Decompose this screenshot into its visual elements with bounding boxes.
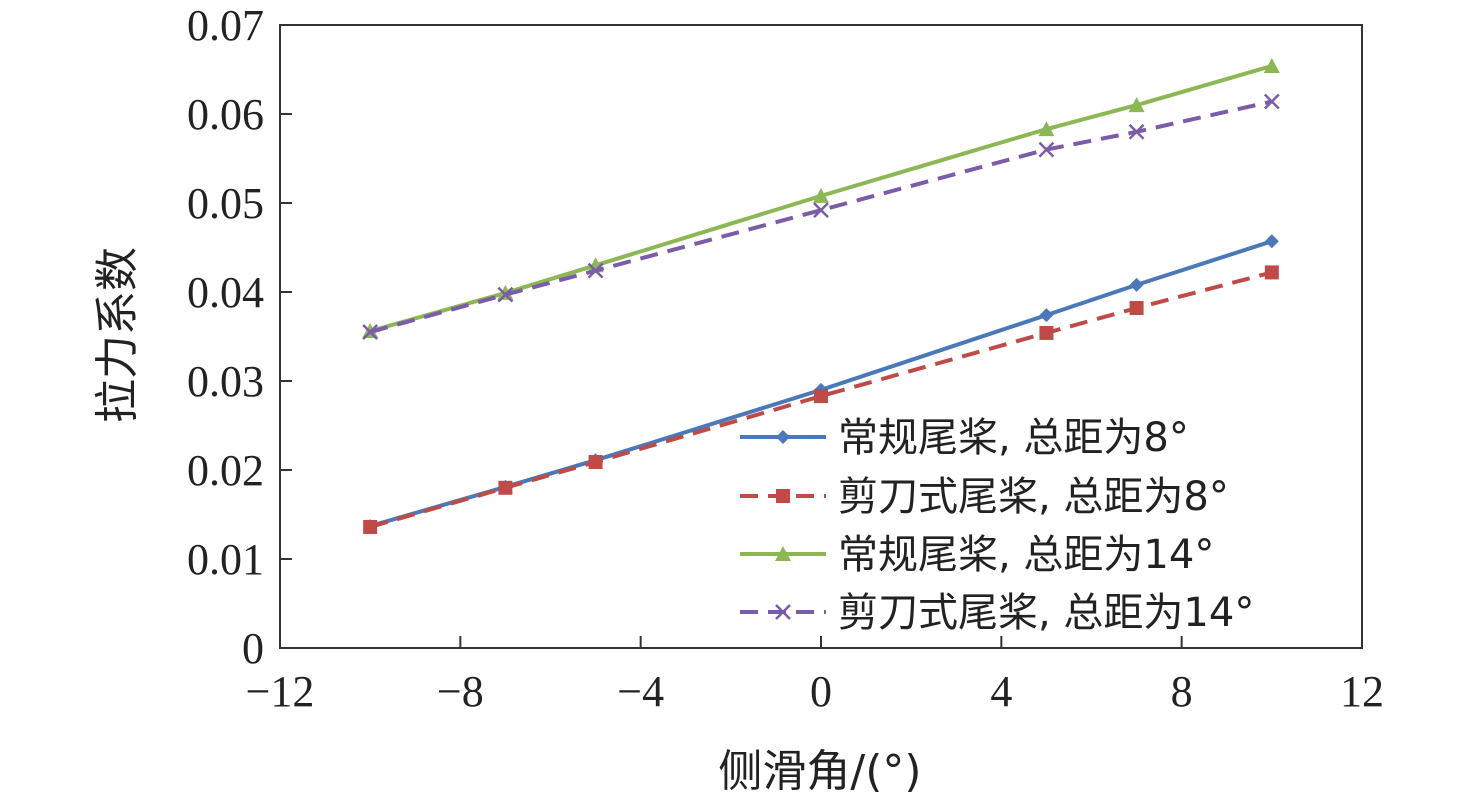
series-2 xyxy=(363,265,1279,534)
legend-label: 剪刀式尾桨, 总距为8° xyxy=(838,474,1229,520)
data-point-x xyxy=(775,604,791,620)
axes: −12 −8 −4 0 4 8 12 0 0.01 0.02 0.03 0.04 0.05 0.06 0.0… xyxy=(187,1,1384,716)
data-point-x xyxy=(1128,123,1145,140)
x-tick-label: −8 xyxy=(437,667,484,716)
x-tick-label: −12 xyxy=(246,667,315,716)
data-point-x xyxy=(362,324,379,340)
legend-item-2: 剪刀式尾桨, 总距为8° xyxy=(740,474,1229,520)
data-point-square xyxy=(1264,265,1279,280)
data-point-diamond xyxy=(1264,234,1279,249)
data-point-square xyxy=(498,480,513,495)
data-point-square xyxy=(1129,301,1144,316)
y-tick-label: 0.07 xyxy=(187,1,264,50)
data-point-x xyxy=(1263,93,1280,110)
data-point-x xyxy=(813,202,829,219)
legend-label: 剪刀式尾桨, 总距为14° xyxy=(838,590,1254,636)
legend-item-3: 常规尾桨, 总距为14° xyxy=(740,532,1214,578)
data-point-triangle xyxy=(1128,97,1145,113)
data-point-square xyxy=(1039,325,1054,340)
y-tick-label: 0.02 xyxy=(187,446,264,495)
legend-label: 常规尾桨, 总距为8° xyxy=(838,415,1189,461)
legend-item-1: 常规尾桨, 总距为8° xyxy=(740,415,1189,461)
x-tick-label: 4 xyxy=(990,667,1012,716)
series-4 xyxy=(362,93,1280,340)
data-point-square xyxy=(588,454,603,469)
data-point-diamond xyxy=(1129,277,1144,292)
data-point-x xyxy=(1038,141,1055,158)
x-tick-label: 0 xyxy=(810,667,832,716)
data-point-triangle xyxy=(1038,121,1055,137)
x-axis-title: 侧滑角/(°) xyxy=(718,746,921,797)
x-tick-label: 8 xyxy=(1171,667,1193,716)
data-point-diamond xyxy=(776,430,790,444)
y-tick-label: 0.03 xyxy=(187,357,264,406)
y-tick-label: 0.04 xyxy=(187,268,264,317)
data-point-x xyxy=(497,286,514,303)
legend: 常规尾桨, 总距为8° 剪刀式尾桨, 总距为8° 常规尾桨, 总距为14° 剪刀式尾桨… xyxy=(740,415,1254,636)
x-tick-label: −4 xyxy=(617,667,664,716)
data-point-square xyxy=(776,489,790,503)
series-layer xyxy=(362,57,1280,534)
y-tick-label: 0.06 xyxy=(187,90,264,139)
x-tick-label: 12 xyxy=(1340,667,1384,716)
y-tick-label: 0.05 xyxy=(187,179,264,228)
y-axis-title: 拉力系数 xyxy=(92,247,143,423)
data-point-triangle xyxy=(1263,57,1280,73)
data-point-diamond xyxy=(1039,308,1054,323)
data-point-triangle xyxy=(497,284,514,300)
legend-item-4: 剪刀式尾桨, 总距为14° xyxy=(740,590,1254,636)
data-point-square xyxy=(363,519,378,534)
y-tick-label: 0.01 xyxy=(187,535,264,584)
data-point-square xyxy=(814,389,828,404)
data-point-triangle xyxy=(775,546,791,561)
series-3 xyxy=(362,57,1280,339)
data-point-x xyxy=(587,262,604,279)
y-tick-label: 0 xyxy=(242,624,264,673)
data-point-triangle xyxy=(813,187,829,203)
legend-label: 常规尾桨, 总距为14° xyxy=(838,532,1214,578)
